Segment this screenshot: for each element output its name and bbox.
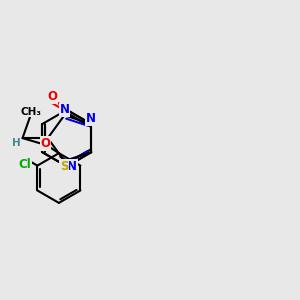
Text: CH₃: CH₃ <box>21 107 42 117</box>
Text: H: H <box>12 138 20 148</box>
Text: O: O <box>40 137 50 150</box>
Text: Cl: Cl <box>19 158 31 171</box>
Text: N: N <box>59 103 69 116</box>
Text: O: O <box>48 90 58 103</box>
Text: N: N <box>86 112 96 125</box>
Text: S: S <box>60 160 69 173</box>
Text: N: N <box>67 160 77 173</box>
